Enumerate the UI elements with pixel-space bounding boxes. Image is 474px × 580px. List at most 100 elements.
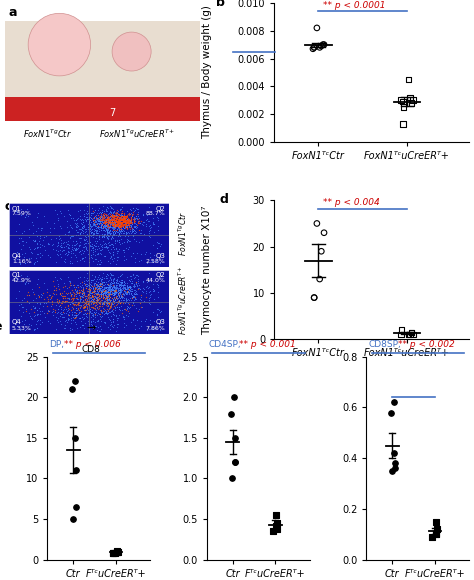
Point xyxy=(93,228,101,237)
Text: Q1: Q1 xyxy=(12,273,22,278)
Point xyxy=(101,217,109,226)
Point xyxy=(114,206,121,215)
Point xyxy=(121,286,128,295)
Point xyxy=(18,295,26,305)
Point xyxy=(121,298,129,307)
Point xyxy=(124,219,132,228)
Point xyxy=(110,215,118,224)
Text: Q3: Q3 xyxy=(155,320,165,325)
Point xyxy=(57,307,65,317)
Point xyxy=(112,226,120,235)
Point xyxy=(135,304,143,314)
Point xyxy=(142,222,149,231)
Point xyxy=(120,281,128,290)
Point xyxy=(89,245,97,254)
Point xyxy=(273,521,280,530)
Point xyxy=(120,213,128,222)
Point xyxy=(27,314,35,323)
Point xyxy=(90,307,98,316)
Point xyxy=(130,218,138,227)
Point xyxy=(106,215,114,224)
Point xyxy=(115,296,123,305)
Point xyxy=(66,233,74,242)
Point xyxy=(116,215,124,224)
Point xyxy=(94,304,102,314)
Point xyxy=(103,301,111,310)
Point xyxy=(104,203,111,212)
Point xyxy=(112,220,119,229)
Point xyxy=(91,311,99,320)
Point xyxy=(71,241,78,250)
Point xyxy=(108,223,116,233)
Point xyxy=(27,253,35,262)
Point xyxy=(113,217,120,226)
Point xyxy=(107,302,114,311)
Point xyxy=(101,222,109,231)
Point xyxy=(146,292,154,301)
Point xyxy=(126,276,134,285)
Point xyxy=(146,299,154,309)
Point xyxy=(135,238,143,247)
Point xyxy=(97,220,105,229)
Point xyxy=(133,278,140,288)
Point xyxy=(72,285,79,294)
Point xyxy=(103,227,110,237)
Point xyxy=(109,282,117,292)
Point xyxy=(112,216,119,225)
Point xyxy=(66,211,74,220)
Point xyxy=(76,313,83,322)
Point xyxy=(124,220,132,230)
Point xyxy=(74,298,82,307)
Point xyxy=(97,214,104,223)
Point xyxy=(119,283,127,292)
Point xyxy=(146,269,153,278)
Point xyxy=(115,212,122,222)
Point xyxy=(141,316,149,325)
Point xyxy=(38,307,46,316)
Point xyxy=(111,216,119,225)
Point xyxy=(103,223,110,232)
Point xyxy=(113,212,120,222)
Point xyxy=(120,209,128,219)
Point xyxy=(91,290,98,299)
Point xyxy=(106,253,114,263)
Point xyxy=(113,277,120,286)
Point xyxy=(146,252,154,262)
Point xyxy=(73,293,81,303)
Point xyxy=(78,288,86,298)
Point xyxy=(113,281,120,290)
Point xyxy=(101,218,109,227)
Point xyxy=(119,280,127,289)
Point xyxy=(130,219,138,228)
Point xyxy=(21,316,28,325)
Point xyxy=(80,301,88,310)
Point xyxy=(90,215,97,224)
Point xyxy=(106,280,113,289)
Point xyxy=(121,217,128,226)
Point xyxy=(97,292,105,301)
Point xyxy=(125,222,132,231)
Point xyxy=(112,216,120,226)
Point xyxy=(63,251,71,260)
Point xyxy=(87,217,95,226)
Point xyxy=(64,316,72,325)
Point xyxy=(15,287,22,296)
Point xyxy=(109,296,117,306)
Point xyxy=(131,223,139,232)
Point xyxy=(64,239,72,248)
Point xyxy=(80,220,88,230)
Point xyxy=(88,303,96,312)
Point xyxy=(93,300,101,309)
Point xyxy=(109,210,117,219)
Point xyxy=(112,219,119,229)
Point xyxy=(73,300,80,310)
Point xyxy=(93,236,100,245)
Point xyxy=(390,448,398,458)
Point xyxy=(97,324,105,334)
Point xyxy=(128,227,136,236)
Point xyxy=(150,228,158,237)
Point xyxy=(85,218,93,227)
Point xyxy=(148,223,155,232)
Point xyxy=(118,214,126,223)
Point xyxy=(111,285,118,295)
